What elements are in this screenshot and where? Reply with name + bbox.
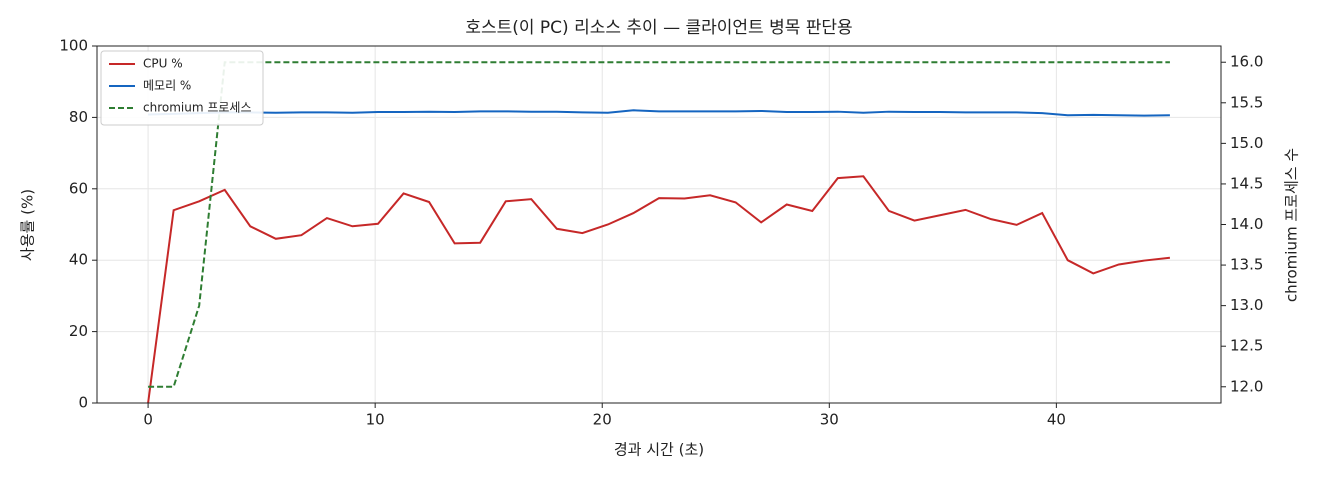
legend: CPU % 메모리 % chromium 프로세스 [100, 50, 264, 126]
x-tick-label: 20 [593, 411, 612, 429]
x-axis-label: 경과 시간 (초) [614, 441, 704, 459]
y2-tick-label: 12.5 [1230, 337, 1263, 355]
legend-label: chromium 프로세스 [143, 101, 252, 115]
y2-tick-label: 12.0 [1230, 377, 1263, 395]
y-tick-label: 0 [78, 394, 88, 412]
data-line [147, 175, 1171, 404]
y2-tick-label: 16.0 [1230, 53, 1263, 71]
y-tick-label: 80 [69, 108, 88, 126]
data-line [148, 61, 1170, 388]
x-tick-label: 40 [1047, 411, 1066, 429]
plot-frame [96, 45, 1222, 404]
y-tick-label: 40 [69, 251, 88, 269]
y-axis-label: 사용률 (%) [19, 189, 37, 261]
y2-tick-label: 14.5 [1230, 174, 1263, 192]
y-tick-label: 100 [59, 37, 88, 55]
y-tick-label: 60 [69, 179, 88, 197]
legend-label: CPU % [143, 57, 183, 71]
y2-tick-label: 15.0 [1230, 134, 1263, 152]
y2-tick-label: 14.0 [1230, 215, 1263, 233]
chart-title: 호스트(이 PC) 리소스 추이 — 클라이언트 병목 판단용 [465, 18, 852, 38]
y2-tick-label: 15.5 [1230, 93, 1263, 111]
y2-tick-label: 13.0 [1230, 296, 1263, 314]
y2-tick-label: 13.5 [1230, 256, 1263, 274]
x-tick-label: 30 [820, 411, 839, 429]
y2-axis-label: chromium 프로세스 수 [1283, 148, 1301, 302]
x-tick-label: 0 [143, 411, 153, 429]
legend-label: 메모리 % [143, 79, 191, 93]
y-tick-label: 20 [69, 322, 88, 340]
data-line [148, 109, 1170, 117]
legend-box [100, 50, 264, 126]
x-tick-label: 10 [366, 411, 385, 429]
